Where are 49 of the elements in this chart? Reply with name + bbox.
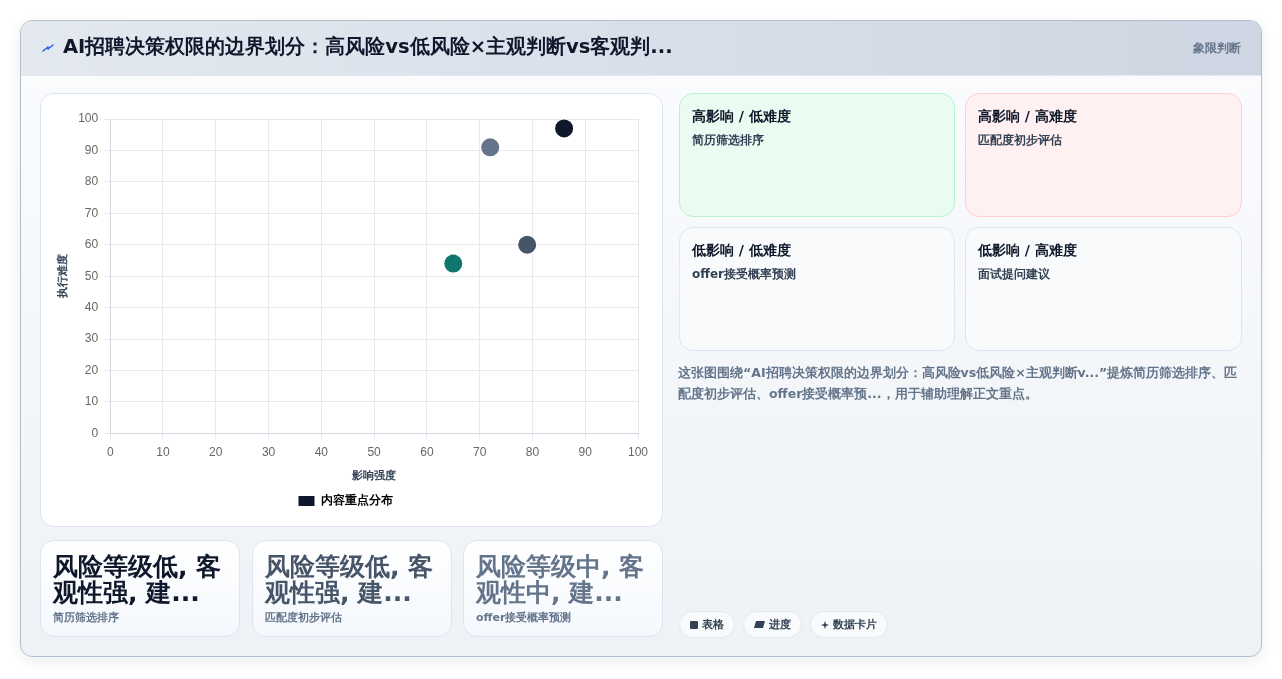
x-tick-label: 90: [578, 444, 593, 459]
point: [481, 138, 500, 157]
x-tick-label: 30: [261, 444, 276, 459]
y-tick-label: 30: [84, 331, 99, 346]
text: 表格: [702, 617, 724, 632]
y-tick-label: 40: [84, 299, 99, 314]
y-tick-label: 50: [84, 268, 99, 283]
text: 数据卡片: [833, 617, 877, 632]
y-tick-label: 20: [84, 362, 99, 377]
point: [518, 235, 537, 254]
text: 面试提问建议: [978, 266, 1051, 283]
x-tick-label: 60: [420, 444, 434, 459]
x-tick-label: 80: [525, 444, 540, 459]
text: offer接受概率预测: [476, 611, 573, 625]
y-tick-label: 10: [84, 394, 99, 409]
text: 简历筛选排序: [53, 611, 120, 625]
y-tick-label: 70: [84, 205, 99, 220]
x-tick-label: 50: [367, 444, 382, 459]
text: 进度: [769, 617, 791, 632]
y-tick-label: 80: [84, 174, 99, 189]
text: 风险等级低, 客观性强, 建...: [53, 552, 223, 607]
text: 高影响 / 高难度: [978, 107, 1078, 126]
text: 匹配度初步评估: [978, 132, 1063, 149]
text: 象限判断: [1193, 40, 1241, 56]
y-tick-label: 0: [91, 425, 99, 440]
text: 匹配度初步评估: [265, 611, 343, 625]
text: 低影响 / 低难度: [692, 241, 792, 260]
point: [555, 119, 574, 138]
legend-label: 内容重点分布: [320, 493, 393, 508]
x-axis-title: 影响强度: [351, 469, 397, 483]
x-tick-label: 100: [627, 444, 649, 459]
text: 风险等级低, 客观性强, 建...: [265, 552, 435, 607]
text: 这张图围绕“AI招聘决策权限的边界划分：高风险vs低风险×主观判断v...”提炼简历筛选排序、匹配度初步评估、offer接受概率预...，用于辅助理解正文重点。: [678, 364, 1238, 403]
text: AI招聘决策权限的边界划分：高风险vs低风险×主观判断vs客观判...: [63, 35, 673, 59]
x-tick-label: 70: [472, 444, 487, 459]
x-tick-label: 10: [156, 444, 170, 459]
text: 高影响 / 低难度: [692, 107, 792, 126]
y-tick-label: 90: [84, 142, 99, 157]
text: 风险等级中, 客观性中, 建...: [476, 552, 646, 607]
text: 简历筛选排序: [692, 132, 765, 149]
y-axis-title: 执行难度: [56, 254, 70, 300]
x-tick-label: 0: [106, 444, 114, 459]
x-tick-label: 40: [314, 444, 329, 459]
text: 低影响 / 高难度: [978, 241, 1078, 260]
text: offer接受概率预测: [692, 266, 798, 283]
y-tick-label: 60: [84, 237, 99, 252]
y-tick-label: 100: [78, 111, 99, 126]
x-tick-label: 20: [209, 444, 223, 459]
point: [444, 254, 463, 273]
